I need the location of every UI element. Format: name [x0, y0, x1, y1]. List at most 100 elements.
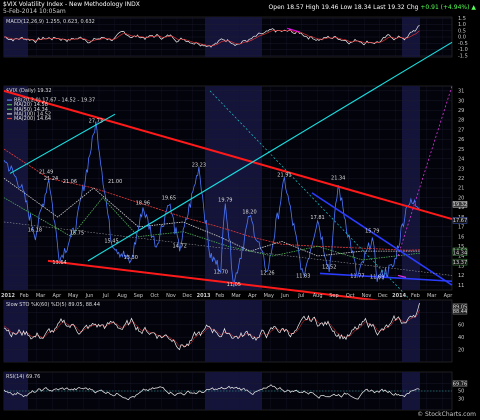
- panel-title: RSI(14) 69.76: [6, 374, 40, 380]
- ohlc: Open 18.57 High 19.46 Low 18.34 Last 19.…: [268, 4, 405, 11]
- current-value-tag: [452, 380, 468, 387]
- x-tick-label: 2013: [197, 293, 211, 299]
- y-tick-label: 1.5: [458, 16, 466, 22]
- y-tick-label: 40: [458, 335, 464, 341]
- current-value-label: 13.37: [453, 260, 467, 266]
- price-annotation: 12.70: [214, 269, 228, 275]
- price-annotation: 16.75: [70, 231, 84, 237]
- price-annotation: 16.18: [28, 228, 42, 234]
- x-tick-label: Sep: [134, 293, 143, 299]
- x-tick-label: Feb: [411, 293, 420, 299]
- x-tick-label: Dec: [182, 293, 192, 299]
- x-tick-label: Jul: [102, 293, 109, 299]
- x-tick-label: Nov: [362, 293, 372, 299]
- current-value-tag: [452, 249, 468, 256]
- y-tick-label: 26: [458, 137, 464, 143]
- trendline-cyan-1: [9, 113, 116, 174]
- panel-title: $VIX (Daily) 19.32: [6, 88, 52, 94]
- x-tick-label: Mar: [427, 293, 437, 299]
- y-tick-label: 1.0: [458, 22, 466, 28]
- x-tick-label: Sep: [329, 293, 338, 299]
- panel-shade: [205, 300, 262, 362]
- panel-title: MACD(12,26,9) 1.255, 0.623, 0.632: [6, 19, 95, 25]
- trendline-magenta-base: [397, 274, 407, 278]
- current-value-label: 69.76: [453, 381, 467, 387]
- x-tick-label: Oct: [346, 293, 355, 299]
- price-annotation: 15.45: [104, 238, 118, 244]
- price-annotation: 21.34: [331, 175, 345, 181]
- current-value-label: 89.05: [453, 305, 467, 311]
- y-tick-label: 29: [458, 108, 464, 114]
- price-annotation: 14.72: [172, 243, 186, 249]
- x-tick-label: Feb: [215, 293, 224, 299]
- y-tick-label: 28: [458, 118, 464, 124]
- y-tick-label: 17: [458, 225, 464, 231]
- x-tick-label: Aug: [117, 293, 127, 299]
- x-tick-label: Oct: [150, 293, 159, 299]
- price-annotation: 13.30: [124, 255, 138, 261]
- current-value-tag: [452, 258, 468, 266]
- panel-shade: [4, 300, 28, 362]
- exchange: INDX: [124, 1, 140, 8]
- current-value-tag: [452, 307, 468, 315]
- price-annotation: 11.05: [227, 282, 241, 288]
- y-tick-label: 22: [458, 176, 464, 182]
- price-annotation: 12.52: [322, 265, 336, 271]
- y-tick-label: 25: [458, 147, 464, 153]
- trendline-blue-lower: [319, 272, 453, 283]
- y-tick-label: 27: [458, 127, 464, 133]
- y-tick-label: 31: [458, 89, 464, 95]
- x-tick-label: Jul: [297, 293, 304, 299]
- price-annotation: 19.79: [218, 198, 232, 204]
- x-tick-label: Jun: [280, 293, 289, 299]
- trendline-cyan-2: [87, 41, 453, 262]
- y-tick-label: 30: [458, 396, 464, 402]
- x-tick-label: Dec: [378, 293, 388, 299]
- x-tick-label: Feb: [20, 293, 29, 299]
- y-tick-label: 11: [458, 283, 464, 289]
- price-line: [3, 121, 420, 287]
- watermark: © StockCharts.com: [417, 411, 476, 418]
- price-annotation: 13.64: [52, 260, 66, 266]
- x-tick-label: Apr: [248, 293, 258, 299]
- date-line: 5-Feb-2014 10:05am: [3, 8, 66, 15]
- y-tick-label: 20: [458, 195, 464, 201]
- macd-annotation-line: [286, 27, 301, 33]
- legend-entry: MA(100) 14.52: [14, 111, 51, 117]
- chart-header: $VIX Volatility Index - New Methodology …: [0, 0, 480, 16]
- symbol-name: Volatility Index - New Methodology: [18, 1, 123, 8]
- y-tick-label: 15: [458, 244, 464, 250]
- price-annotation: 18.20: [242, 209, 256, 215]
- legend-entry: BB(20,2.0) 17.67 - 14.52 - 19.37: [14, 98, 95, 104]
- x-tick-label: Mar: [231, 293, 241, 299]
- y-tick-label: 13: [458, 263, 464, 269]
- macd-signal-line: [3, 30, 420, 47]
- y-tick-label: -1.5: [458, 53, 468, 59]
- y-tick-label: 0.0: [458, 35, 466, 41]
- y-tick-label: 23: [458, 166, 464, 172]
- price-annotation: 21.06: [63, 179, 77, 185]
- stoch-k-line: [3, 303, 420, 351]
- x-tick-label: May: [68, 293, 78, 299]
- price-annotation: 17.81: [310, 215, 324, 221]
- y-tick-label: 0.5: [458, 28, 466, 34]
- y-tick-label: 16: [458, 234, 464, 240]
- current-value-label: 88.44: [453, 309, 467, 315]
- y-tick-label: 12: [458, 273, 464, 279]
- price-annotation: 23.23: [192, 163, 206, 169]
- price-annotation: 21.49: [39, 169, 53, 175]
- y-tick-label: -0.5: [458, 41, 468, 47]
- legend-entry: MA(20) 14.58: [14, 102, 48, 108]
- current-value-tag: [452, 201, 468, 208]
- macd-line: [3, 24, 420, 48]
- y-tick-label: -1.0: [458, 47, 468, 53]
- panel-title: Slow STO %K(60) %D(5) 89.05, 88.44: [6, 302, 100, 308]
- trendline-blue-upper: [311, 192, 453, 286]
- current-value-tag: [452, 217, 468, 224]
- up-arrow-icon: ▲: [471, 4, 476, 11]
- x-tick-label: 2012: [1, 293, 15, 299]
- x-tick-label: Apr: [444, 293, 454, 299]
- symbol: $VIX: [3, 1, 17, 8]
